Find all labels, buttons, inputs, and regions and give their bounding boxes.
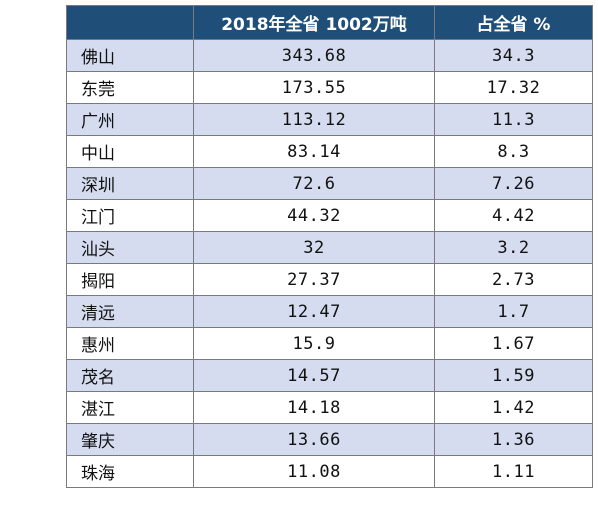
table-row: 深圳 72.6 7.26: [66, 167, 593, 200]
data-table: 2018年全省 1002万吨 占全省 % 佛山 343.68 34.3 东莞 173.5…: [66, 5, 593, 488]
value-cell: 83.14: [193, 135, 435, 168]
city-cell: 佛山: [66, 39, 194, 72]
value-cell: 11.08: [193, 455, 435, 488]
table-row: 汕头 32 3.2: [66, 231, 593, 264]
share-cell: 3.2: [434, 231, 593, 264]
value-cell: 27.37: [193, 263, 435, 296]
city-cell: 珠海: [66, 455, 194, 488]
city-cell: 东莞: [66, 71, 194, 104]
data-table-container: 2018年全省 1002万吨 占全省 % 佛山 343.68 34.3 东莞 173.5…: [66, 5, 593, 488]
value-cell: 14.18: [193, 391, 435, 424]
value-cell: 13.66: [193, 423, 435, 456]
city-cell: 茂名: [66, 359, 194, 392]
city-cell: 惠州: [66, 327, 194, 360]
city-cell: 汕头: [66, 231, 194, 264]
share-cell: 34.3: [434, 39, 593, 72]
share-cell: 1.67: [434, 327, 593, 360]
city-cell: 江门: [66, 199, 194, 232]
city-cell: 清远: [66, 295, 194, 328]
share-cell: 4.42: [434, 199, 593, 232]
city-cell: 湛江: [66, 391, 194, 424]
value-cell: 343.68: [193, 39, 435, 72]
header-city: [66, 5, 194, 40]
share-cell: 17.32: [434, 71, 593, 104]
table-row: 广州 113.12 11.3: [66, 103, 593, 136]
city-cell: 深圳: [66, 167, 194, 200]
table-row: 江门 44.32 4.42: [66, 199, 593, 232]
table-row: 肇庆 13.66 1.36: [66, 423, 593, 456]
city-cell: 肇庆: [66, 423, 194, 456]
share-cell: 11.3: [434, 103, 593, 136]
share-cell: 1.42: [434, 391, 593, 424]
table-row: 茂名 14.57 1.59: [66, 359, 593, 392]
table-row: 东莞 173.55 17.32: [66, 71, 593, 104]
share-cell: 1.11: [434, 455, 593, 488]
value-cell: 14.57: [193, 359, 435, 392]
table-row: 中山 83.14 8.3: [66, 135, 593, 168]
city-cell: 广州: [66, 103, 194, 136]
share-cell: 1.36: [434, 423, 593, 456]
table-row: 揭阳 27.37 2.73: [66, 263, 593, 296]
value-cell: 72.6: [193, 167, 435, 200]
share-cell: 2.73: [434, 263, 593, 296]
header-value: 2018年全省 1002万吨: [193, 5, 435, 40]
share-cell: 7.26: [434, 167, 593, 200]
table-row: 湛江 14.18 1.42: [66, 391, 593, 424]
table-row: 佛山 343.68 34.3: [66, 39, 593, 72]
table-body: 佛山 343.68 34.3 东莞 173.55 17.32 广州 113.12 11.3 中山 8…: [66, 39, 593, 488]
header-share: 占全省 %: [434, 5, 593, 40]
value-cell: 44.32: [193, 199, 435, 232]
value-cell: 113.12: [193, 103, 435, 136]
value-cell: 15.9: [193, 327, 435, 360]
table-header-row: 2018年全省 1002万吨 占全省 %: [66, 5, 593, 40]
value-cell: 173.55: [193, 71, 435, 104]
table-row: 惠州 15.9 1.67: [66, 327, 593, 360]
table-row: 珠海 11.08 1.11: [66, 455, 593, 488]
table-row: 清远 12.47 1.7: [66, 295, 593, 328]
value-cell: 32: [193, 231, 435, 264]
share-cell: 1.7: [434, 295, 593, 328]
city-cell: 揭阳: [66, 263, 194, 296]
share-cell: 8.3: [434, 135, 593, 168]
value-cell: 12.47: [193, 295, 435, 328]
share-cell: 1.59: [434, 359, 593, 392]
city-cell: 中山: [66, 135, 194, 168]
